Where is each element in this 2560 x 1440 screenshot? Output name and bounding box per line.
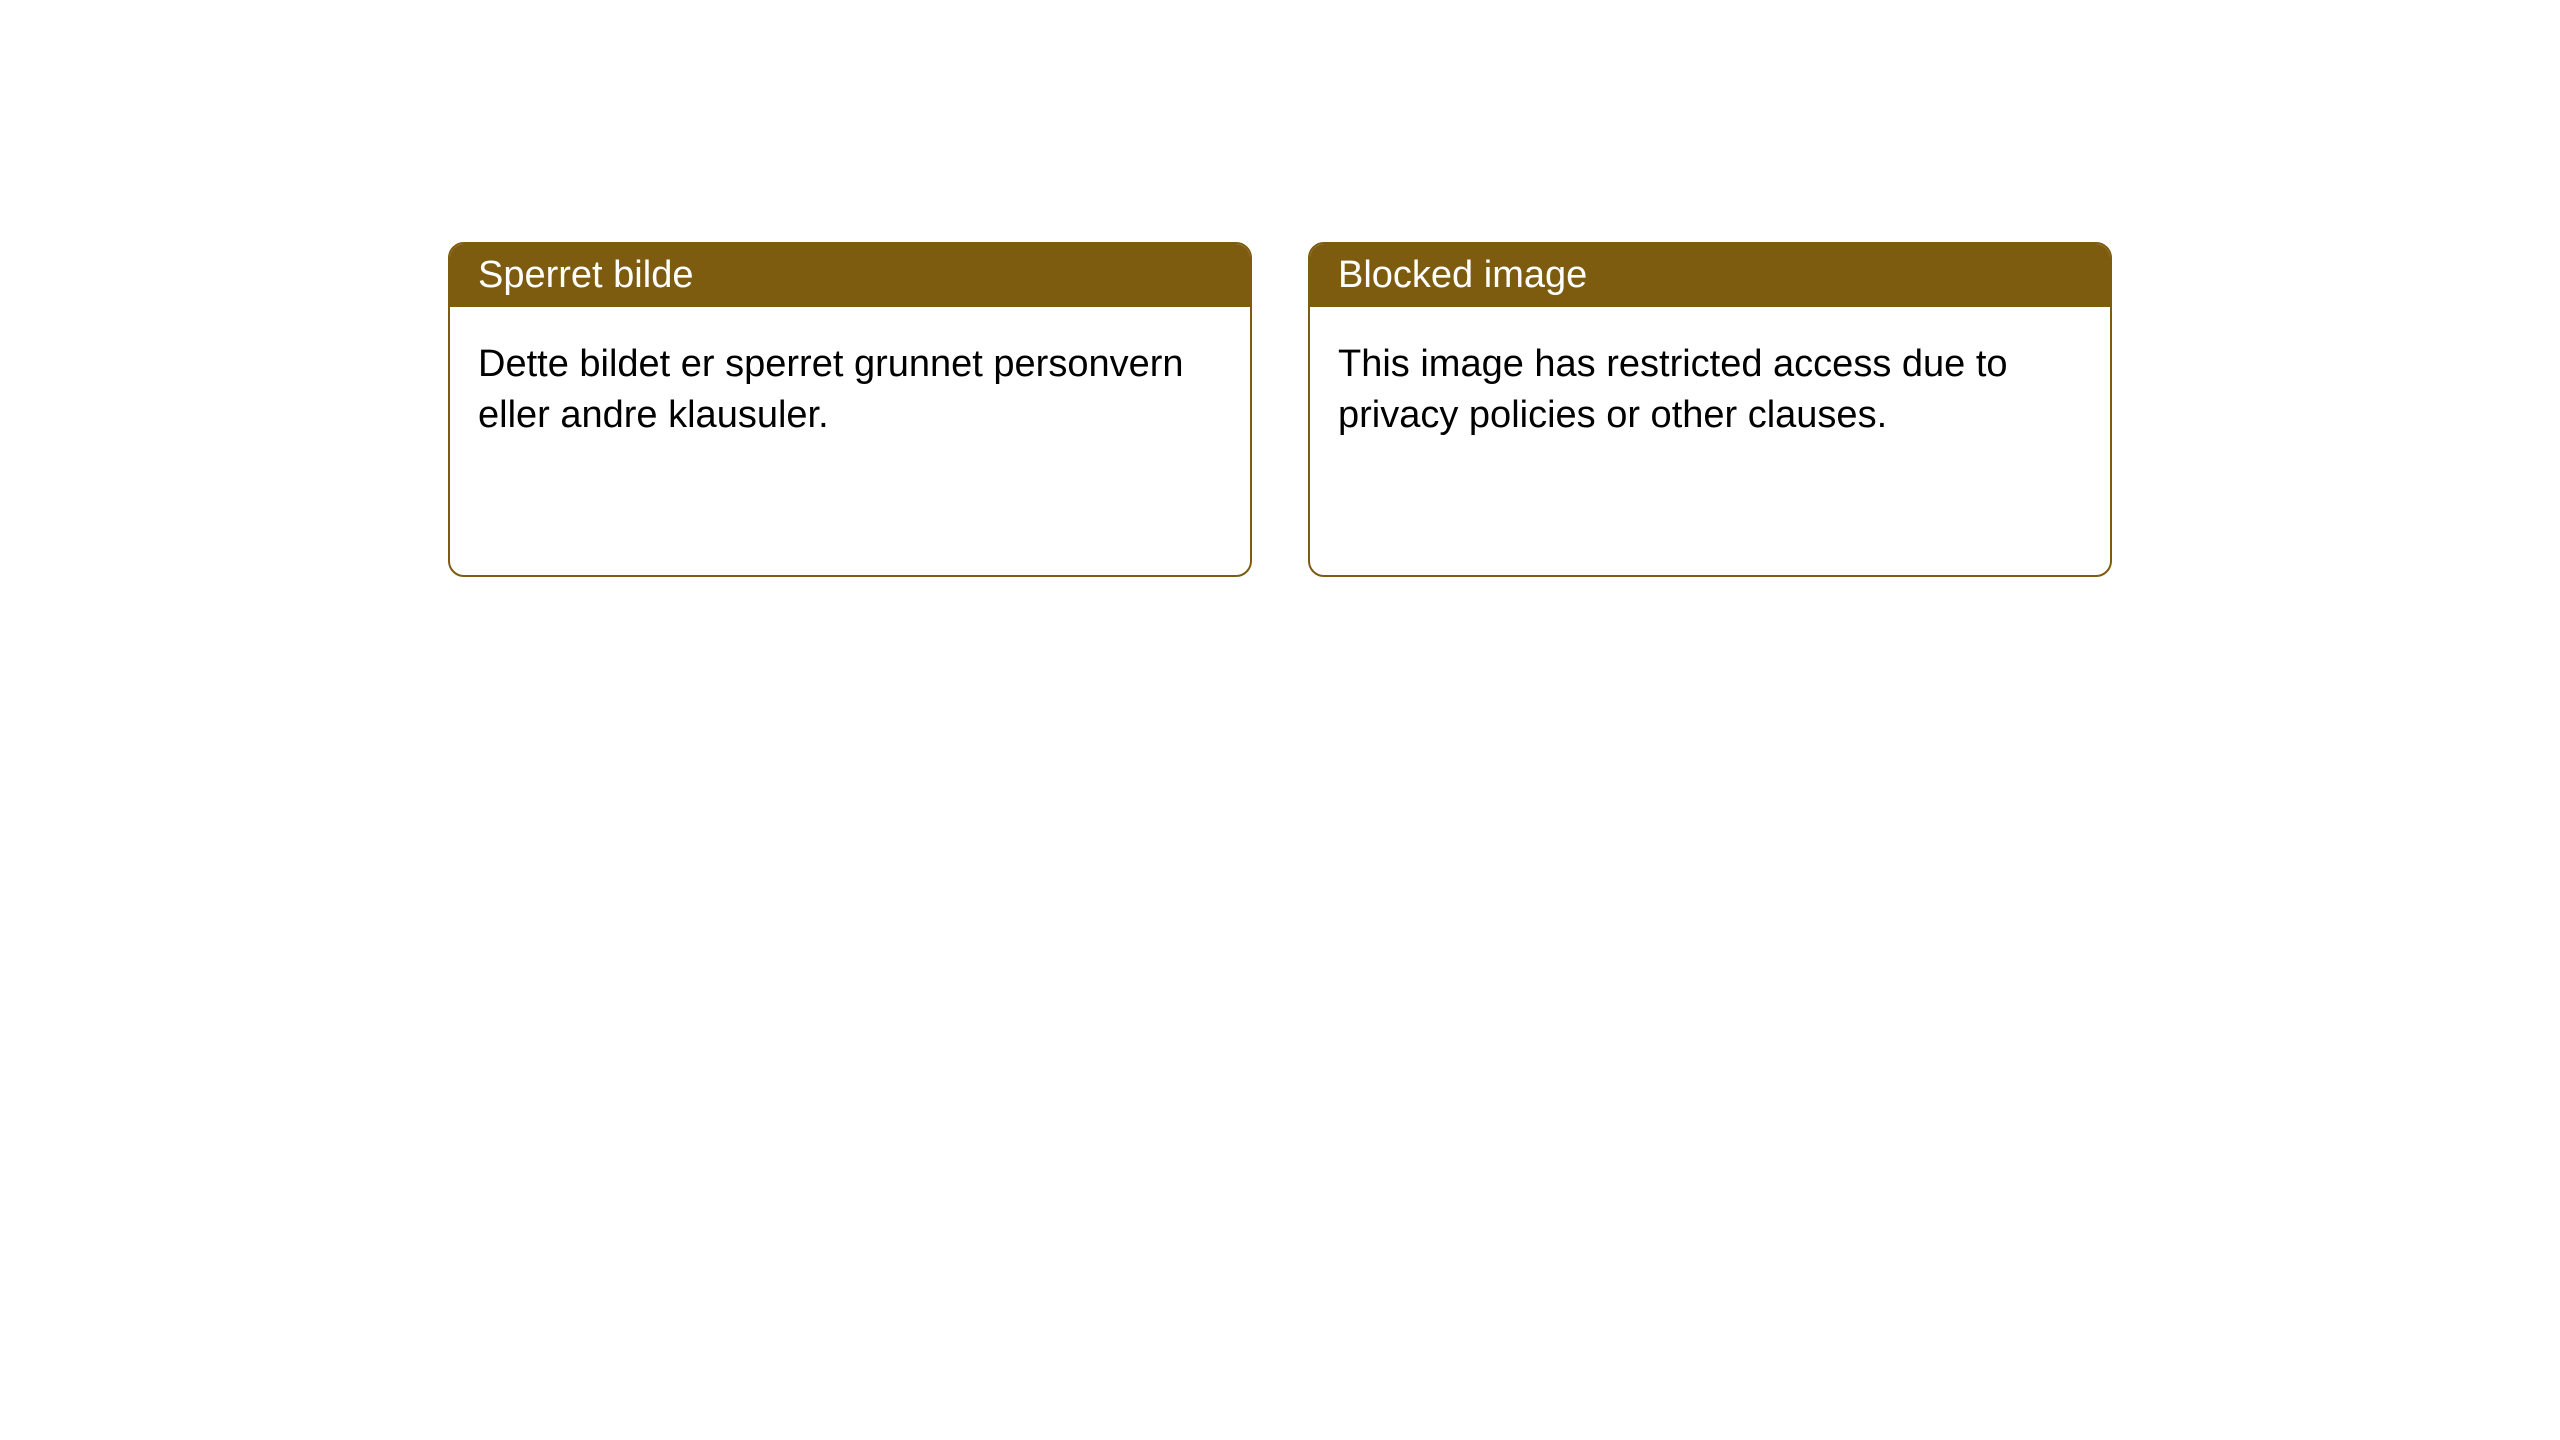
notice-text: Dette bildet er sperret grunnet personve…: [478, 343, 1184, 436]
notice-title: Blocked image: [1338, 254, 1587, 296]
notice-text: This image has restricted access due to …: [1338, 343, 2008, 436]
notice-header: Sperret bilde: [450, 244, 1250, 307]
notice-card-english: Blocked image This image has restricted …: [1308, 242, 2112, 577]
notice-body: Dette bildet er sperret grunnet personve…: [450, 307, 1250, 474]
notice-title: Sperret bilde: [478, 254, 693, 296]
notice-header: Blocked image: [1310, 244, 2110, 307]
notice-body: This image has restricted access due to …: [1310, 307, 2110, 474]
notice-container: Sperret bilde Dette bildet er sperret gr…: [0, 0, 2560, 577]
notice-card-norwegian: Sperret bilde Dette bildet er sperret gr…: [448, 242, 1252, 577]
